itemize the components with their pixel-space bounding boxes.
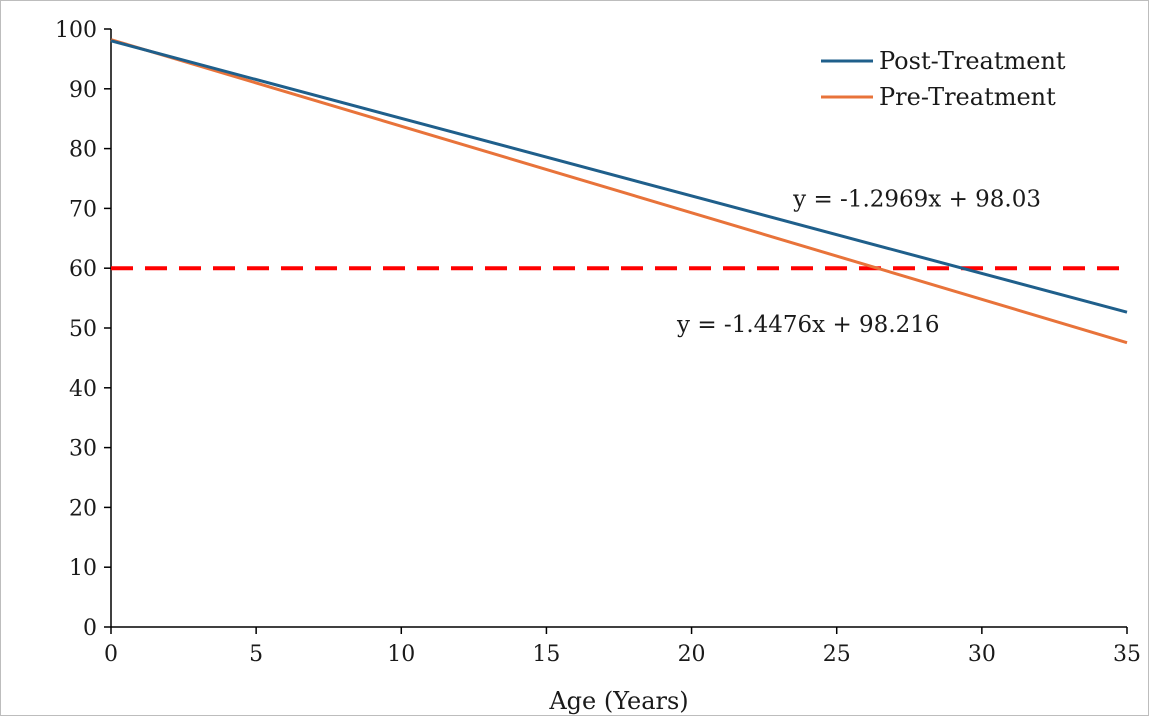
y-tick-label: 70	[69, 197, 97, 222]
legend-label-pre-treatment: Pre-Treatment	[879, 83, 1056, 111]
y-tick-label: 0	[83, 616, 97, 641]
x-tick-label: 5	[249, 642, 263, 667]
y-tick-label: 90	[69, 78, 97, 103]
x-tick-label: 0	[104, 642, 118, 667]
x-tick-label: 15	[532, 642, 560, 667]
x-tick-label: 25	[823, 642, 851, 667]
y-tick-label: 80	[69, 138, 97, 163]
x-tick-label: 30	[968, 642, 996, 667]
y-tick-label: 20	[69, 496, 97, 521]
series-line-post-treatment	[110, 39, 1128, 314]
y-tick-label: 30	[69, 437, 97, 462]
y-tick-label: 10	[69, 556, 97, 581]
axes	[104, 28, 1128, 634]
trendline-equation-1: y = -1.2969x + 98.03	[792, 187, 1041, 213]
labels: 0 10 20 30 40 50 60 70 80 90 100 0 5 10 15 20 25 30 35 Age …	[55, 18, 1141, 715]
legend-label-post-treatment: Post-Treatment	[879, 47, 1066, 75]
series-line-pre-treatment	[110, 38, 1128, 345]
trendline-equation-2: y = -1.4476x + 98.216	[676, 312, 939, 338]
y-tick-label: 100	[55, 18, 97, 43]
x-tick-label: 20	[678, 642, 706, 667]
y-tick-label: 40	[69, 377, 97, 402]
legend: Post-Treatment Pre-Treatment	[821, 47, 1066, 111]
y-tick-label: 60	[69, 257, 97, 282]
plot-area	[110, 38, 1128, 345]
x-tick-label: 35	[1113, 642, 1141, 667]
x-axis-title: Age (Years)	[548, 687, 688, 715]
x-tick-label: 10	[387, 642, 415, 667]
y-tick-label: 50	[69, 317, 97, 342]
